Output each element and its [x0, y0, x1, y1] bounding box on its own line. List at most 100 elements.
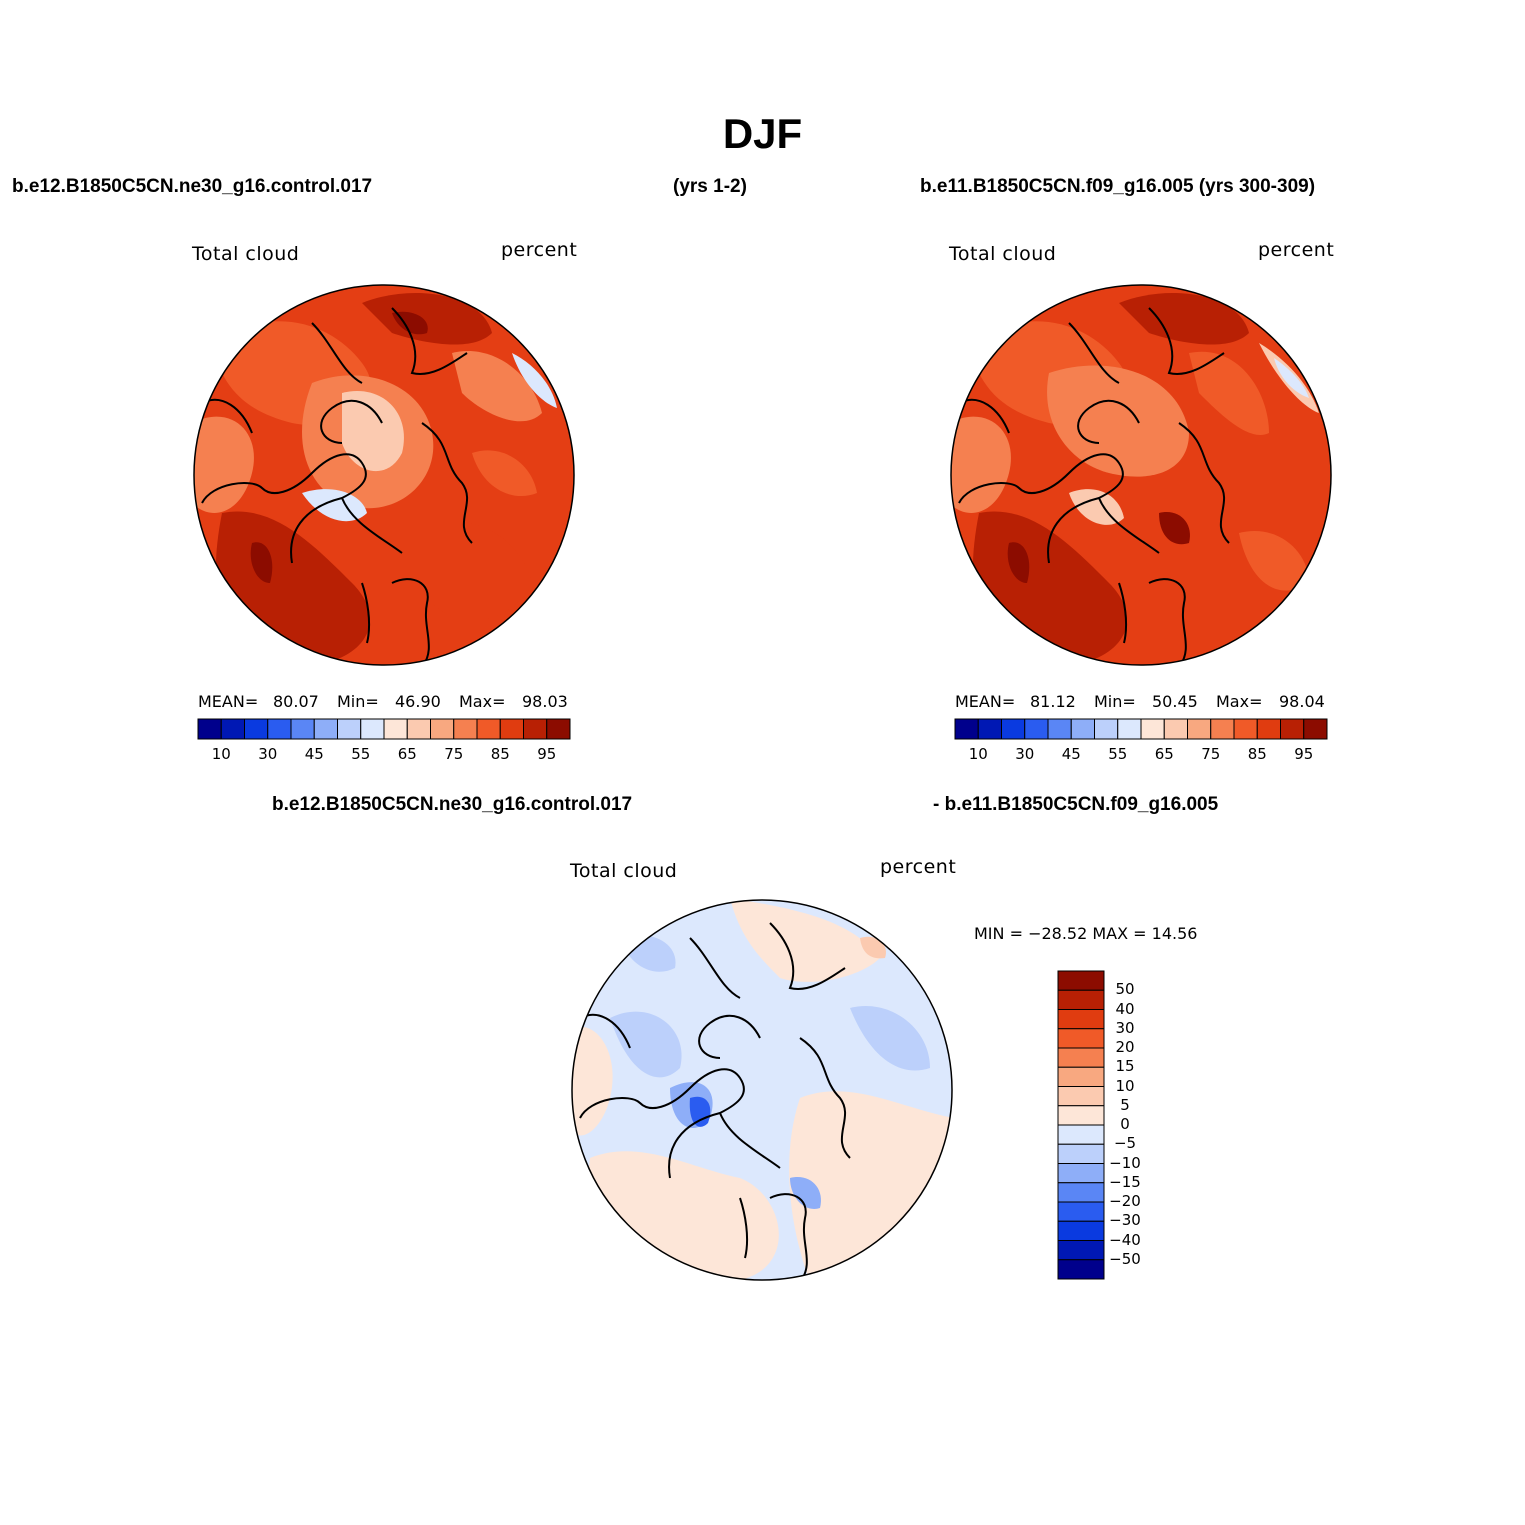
- panel1-colorbar-tick-label: 30: [258, 745, 278, 763]
- panel2-field-patch: [1239, 531, 1309, 591]
- panel1-max-label: Max=: [459, 692, 506, 711]
- panel3-colorbar-tick-label: −10: [1109, 1153, 1141, 1172]
- panel3-colorbar-swatch: [1057, 1124, 1105, 1145]
- panel1-variable-label: Total cloud: [192, 243, 300, 265]
- panel2-field-patch: [1119, 293, 1249, 345]
- panel3-colorbar-swatch: [1057, 1201, 1105, 1222]
- panel1-colorbar-tick-label: 10: [211, 745, 231, 763]
- panel3-field-patch: [730, 900, 880, 982]
- panel3-field-patch: [689, 1096, 711, 1127]
- panel1-colorbar-swatch: [244, 718, 269, 740]
- panel3-colorbar-tick-label: 40: [1115, 999, 1135, 1018]
- panel3-colorbar-swatch: [1057, 1047, 1105, 1068]
- panel2-coastline: [958, 307, 1230, 665]
- panel1-colorbar-swatch: [337, 718, 362, 740]
- panel3-colorbar-tick-label: 20: [1115, 1038, 1135, 1056]
- panel1-min-value: 46.90: [395, 692, 441, 711]
- panel2-field-patch: [1047, 365, 1189, 477]
- panel3-colorbar-swatch: [1057, 1066, 1105, 1087]
- panel2-colorbar-tick-label: 65: [1154, 745, 1174, 763]
- panel3-colorbar-tick-label: −50: [1109, 1249, 1141, 1268]
- panel1-field-patch: [342, 391, 404, 472]
- panel2-min-label: Min=: [1094, 692, 1136, 711]
- panel2-colorbar-tick-label: 85: [1247, 745, 1267, 763]
- panel3-colorbar-tick-label: −40: [1109, 1230, 1141, 1249]
- panel1-min-label: Min=: [337, 692, 379, 711]
- panel2-colorbar-swatch: [977, 718, 1002, 740]
- main-title: DJF: [722, 110, 803, 157]
- panel2-colorbar-swatch: [1070, 718, 1095, 740]
- panel1-colorbar-tick-label: 45: [304, 745, 324, 763]
- panel1-colorbar-swatch: [546, 718, 571, 740]
- panel3-variable-label: Total cloud: [570, 860, 678, 882]
- panel2-field-patch: [1274, 358, 1309, 398]
- panel1-colorbar-tick-label: 65: [397, 745, 417, 763]
- panel1-max-value: 98.03: [522, 692, 568, 711]
- panel2-min-value: 50.45: [1152, 692, 1198, 711]
- panel1-mean-label: MEAN=: [198, 692, 259, 711]
- panel1-field-patch: [512, 353, 557, 408]
- panel1-colorbar-swatch: [453, 718, 478, 740]
- panel1-polar-map: [193, 284, 575, 666]
- panel1-colorbar-tick-label: 95: [537, 745, 557, 763]
- panel3-colorbar-tick-label: 15: [1115, 1057, 1135, 1076]
- panel2-colorbar-swatch: [1280, 718, 1305, 740]
- panel2-colorbar-tick-label: 75: [1201, 745, 1221, 763]
- panel1-units-label: percent: [501, 239, 578, 261]
- panel3-colorbar-swatch: [1057, 989, 1105, 1010]
- panel2-mean-value: 81.12: [1030, 692, 1076, 711]
- panel2-colorbar-swatch: [1001, 718, 1026, 740]
- panel3-field-patch: [850, 1006, 930, 1071]
- panel3-colorbar-tick-label: 30: [1115, 1018, 1135, 1037]
- panel2-colorbar-tick-label: 45: [1061, 745, 1081, 763]
- panel3-field-patch: [860, 936, 886, 959]
- panel3-colorbar-swatch: [1057, 1143, 1105, 1164]
- panel3-field-patch: [790, 1177, 821, 1209]
- panel3-colorbar-tick-label: −20: [1109, 1192, 1141, 1210]
- panel2-mean-label: MEAN=: [955, 692, 1016, 711]
- panel1-colorbar-tick-label: 75: [444, 745, 464, 763]
- panel2-polar-map: [950, 284, 1332, 666]
- panel3-colorbar-tick-label: −5: [1113, 1134, 1137, 1153]
- panel2-colorbar-swatch: [1140, 718, 1165, 740]
- panel2-max-value: 98.04: [1279, 692, 1325, 711]
- panel3-colorbar-swatch: [1057, 1163, 1105, 1184]
- panel2-variable-label: Total cloud: [949, 243, 1057, 265]
- panel3-coastline: [579, 922, 851, 1280]
- panel1-field-patch: [452, 351, 542, 422]
- panel1-colorbar-tick-label: 55: [351, 745, 371, 763]
- panel1-colorbar-swatch: [267, 718, 292, 740]
- panel1-colorbar-swatch: [523, 718, 548, 740]
- panel2-colorbar-swatch: [1210, 718, 1235, 740]
- panel3-field-patch: [610, 1011, 682, 1078]
- panel3-colorbar-swatch: [1057, 1009, 1105, 1030]
- panel1-colorbar-swatch: [360, 718, 385, 740]
- panel1-colorbar-swatch: [383, 718, 408, 740]
- panel2-colorbar-swatch: [1094, 718, 1119, 740]
- panel3-colorbar-swatch: [1057, 1182, 1105, 1203]
- panel3-colorbar-tick-label: −15: [1109, 1172, 1141, 1191]
- diff-left-title: b.e12.B1850C5CN.ne30_g16.control.017: [272, 794, 633, 815]
- panel2-colorbar-tick-label: 55: [1108, 745, 1128, 763]
- panel3-colorbar-tick-label: −30: [1109, 1211, 1141, 1230]
- panel2-colorbar: [954, 718, 1328, 740]
- panel2-colorbar-swatch: [1303, 718, 1328, 740]
- panel3-polar-map: [571, 899, 953, 1281]
- panel3-colorbar-swatch: [1057, 970, 1105, 991]
- panel3-colorbar-swatch: [1057, 1240, 1105, 1261]
- panel1-colorbar-tick-label: 85: [490, 745, 510, 763]
- panel1-field-patch: [194, 416, 254, 513]
- panel1-coastline: [201, 307, 473, 665]
- panel2-colorbar-swatch: [1187, 718, 1212, 740]
- panel3-colorbar: [1057, 970, 1105, 1280]
- panel2-max-label: Max=: [1216, 692, 1263, 711]
- panel2-field-patch: [1007, 542, 1030, 583]
- panel3-colorbar-swatch: [1057, 1259, 1105, 1280]
- panel2-colorbar-swatch: [1047, 718, 1072, 740]
- panel2-colorbar-tick-label: 95: [1294, 745, 1314, 763]
- panel3-colorbar-swatch: [1057, 1086, 1105, 1107]
- panel1-mean-value: 80.07: [273, 692, 319, 711]
- panel3-minmax: MIN = −28.52 MAX = 14.56: [974, 924, 1198, 943]
- panel1-colorbar-swatch: [290, 718, 315, 740]
- panel1-colorbar-swatch: [430, 718, 455, 740]
